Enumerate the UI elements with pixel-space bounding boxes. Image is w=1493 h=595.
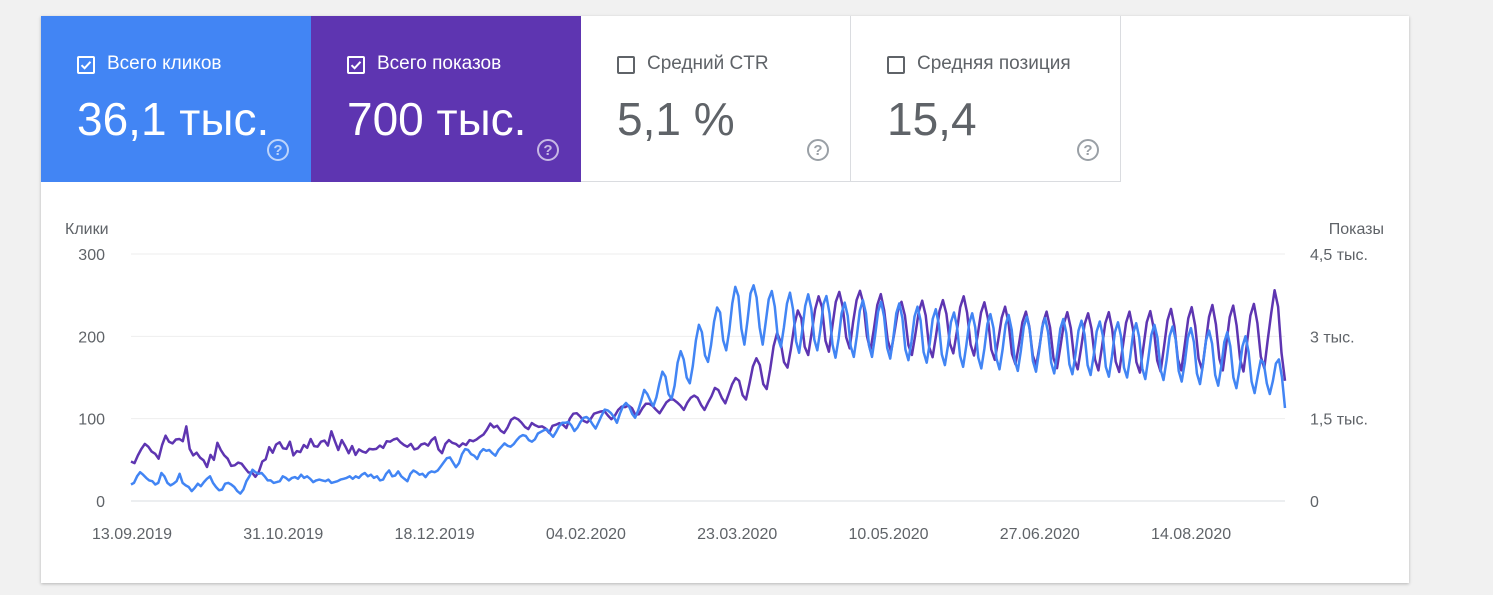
left-axis-tick-label: 200 bbox=[78, 329, 105, 346]
checkbox-unchecked[interactable] bbox=[887, 56, 905, 74]
x-axis-tick-label: 27.06.2020 bbox=[1000, 526, 1080, 543]
impressions-series-line bbox=[130, 288, 1287, 479]
performance-chart: Клики Показы 0 100 200 300 0 1,5 тыс. 3 тыс. 4… bbox=[65, 221, 1384, 543]
left-axis-title: Клики bbox=[65, 221, 109, 238]
metric-tab-average-ctr[interactable]: Средний CTR 5,1 % ? bbox=[581, 16, 851, 182]
left-axis-tick-label: 300 bbox=[78, 247, 105, 264]
metric-label: Средняя позиция bbox=[917, 53, 1071, 74]
x-axis-ticks: 13.09.2019 31.10.2019 18.12.2019 04.02.2020… bbox=[92, 526, 1231, 543]
metric-value: 15,4 bbox=[887, 93, 977, 145]
checkbox-unchecked[interactable] bbox=[617, 56, 635, 74]
x-axis-tick-label: 31.10.2019 bbox=[243, 526, 323, 543]
x-axis-tick-label: 13.09.2019 bbox=[92, 526, 172, 543]
left-axis-tick-label: 0 bbox=[96, 494, 105, 511]
metric-tabs: Всего кликов 36,1 тыс. ? Всего показов 7… bbox=[41, 16, 1409, 182]
metric-tab-total-clicks[interactable]: Всего кликов 36,1 тыс. ? bbox=[41, 16, 311, 182]
checkbox-checked[interactable] bbox=[347, 56, 365, 74]
metric-label: Всего кликов bbox=[107, 53, 222, 74]
right-axis-tick-label: 4,5 тыс. bbox=[1310, 247, 1368, 264]
x-axis-tick-label: 23.03.2020 bbox=[697, 526, 777, 543]
metric-label: Всего показов bbox=[377, 53, 502, 74]
right-axis-title: Показы bbox=[1329, 221, 1384, 238]
chart-grid bbox=[131, 253, 1285, 502]
x-axis-tick-label: 04.02.2020 bbox=[546, 526, 626, 543]
right-axis-tick-label: 3 тыс. bbox=[1310, 329, 1355, 346]
x-axis-tick-label: 10.05.2020 bbox=[848, 526, 928, 543]
right-axis-tick-label: 0 bbox=[1310, 494, 1319, 511]
help-icon[interactable]: ? bbox=[267, 139, 289, 161]
help-icon[interactable]: ? bbox=[537, 139, 559, 161]
metric-value: 700 тыс. bbox=[347, 93, 527, 145]
x-axis-tick-label: 18.12.2019 bbox=[395, 526, 475, 543]
performance-card: Всего кликов 36,1 тыс. ? Всего показов 7… bbox=[41, 16, 1409, 583]
metric-value: 36,1 тыс. bbox=[77, 93, 270, 145]
x-axis-tick-label: 14.08.2020 bbox=[1151, 526, 1231, 543]
right-axis-tick-label: 1,5 тыс. bbox=[1310, 412, 1368, 429]
metric-label: Средний CTR bbox=[647, 53, 769, 74]
metric-tab-average-position[interactable]: Средняя позиция 15,4 ? bbox=[851, 16, 1121, 182]
metric-tab-total-impressions[interactable]: Всего показов 700 тыс. ? bbox=[311, 16, 581, 182]
left-axis-ticks: 0 100 200 300 bbox=[78, 247, 105, 511]
metric-value: 5,1 % bbox=[617, 93, 735, 145]
left-axis-tick-label: 100 bbox=[78, 412, 105, 429]
clicks-series-line bbox=[130, 284, 1287, 495]
help-icon[interactable]: ? bbox=[807, 139, 829, 161]
chart-lines bbox=[130, 284, 1287, 495]
checkbox-checked[interactable] bbox=[77, 56, 95, 74]
right-axis-ticks: 0 1,5 тыс. 3 тыс. 4,5 тыс. bbox=[1310, 247, 1368, 511]
help-icon[interactable]: ? bbox=[1077, 139, 1099, 161]
